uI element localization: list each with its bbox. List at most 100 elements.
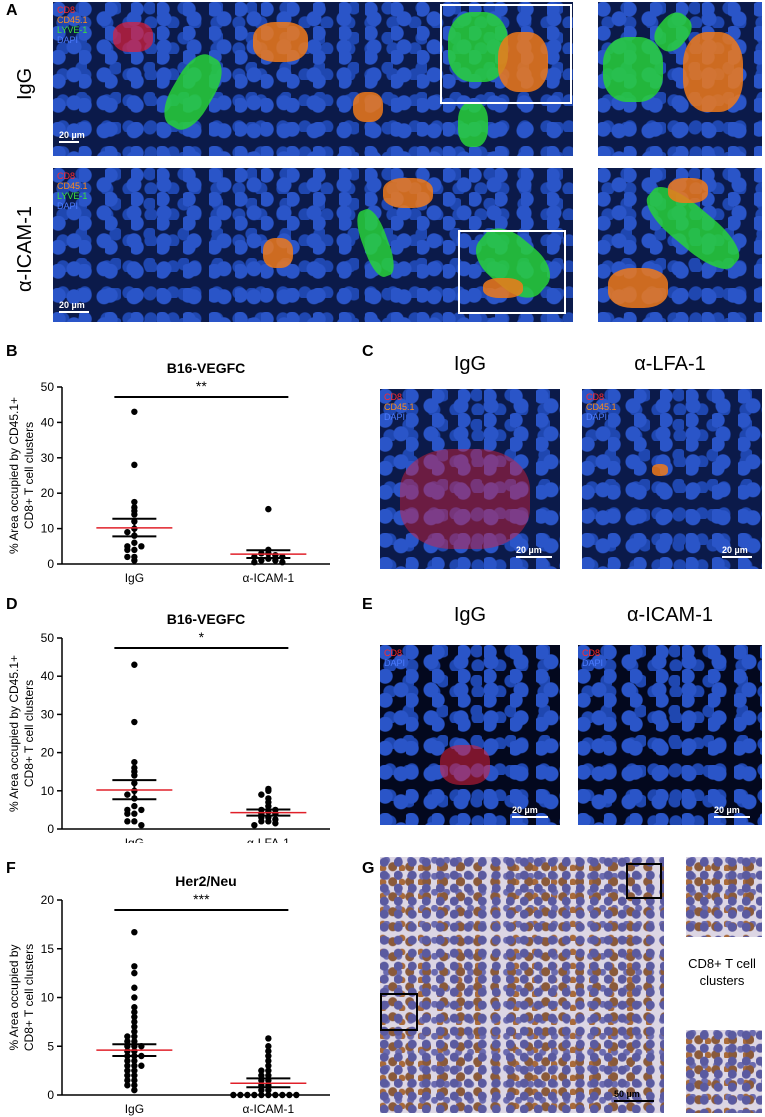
y-axis-label: % Area occupied by CD45.1+ xyxy=(7,397,21,554)
data-point xyxy=(131,511,138,518)
panel-g-zoom-1 xyxy=(686,857,762,937)
data-point xyxy=(244,1091,251,1099)
data-point xyxy=(131,498,138,506)
data-point xyxy=(265,1035,272,1042)
y-tick-label: 10 xyxy=(41,991,55,1005)
chart-title: B16-VEGFC xyxy=(167,611,246,627)
data-point xyxy=(258,1067,265,1074)
data-point xyxy=(131,661,138,668)
panel-a-row-label-icam: α-ICAM-1 xyxy=(14,205,36,292)
data-point xyxy=(293,1091,300,1099)
chart-title: B16-VEGFC xyxy=(167,360,246,376)
y-tick-label: 10 xyxy=(41,784,55,798)
x-category-label: α-ICAM-1 xyxy=(243,571,295,585)
data-point xyxy=(131,802,138,810)
data-point xyxy=(131,758,138,766)
panel-a-igg-scalebar: 20 µm xyxy=(59,130,85,143)
panel-c-label-lfa: α-LFA-1 xyxy=(634,353,706,375)
x-category-label: IgG xyxy=(125,836,144,843)
data-point xyxy=(124,546,131,554)
data-point xyxy=(131,810,138,817)
data-point xyxy=(124,1057,131,1065)
panel-c-lfa-scalebar: 20 µm xyxy=(722,545,752,558)
y-axis-label: CD8+ T cell clusters xyxy=(22,944,36,1051)
data-point xyxy=(272,1091,279,1099)
panel-c-lfa-legend: CD8 CD45.1 DAPI xyxy=(586,392,617,422)
y-tick-label: 20 xyxy=(41,486,55,500)
y-tick-label: 0 xyxy=(47,1088,54,1102)
panel-a-igg-zoom xyxy=(598,2,762,156)
panel-e-icam-legend: CD8 DAPI xyxy=(582,648,604,668)
panel-g-scalebar: 50 µm xyxy=(614,1089,654,1102)
data-point xyxy=(131,1023,138,1030)
y-tick-label: 40 xyxy=(41,669,55,683)
y-tick-label: 30 xyxy=(41,451,55,465)
panel-letter-a: A xyxy=(6,2,18,19)
data-point xyxy=(279,559,286,566)
data-point xyxy=(131,1018,138,1026)
data-point xyxy=(131,546,138,554)
y-tick-label: 50 xyxy=(41,631,55,645)
panel-letter-g: G xyxy=(362,860,375,877)
panel-a-icam-zoom xyxy=(598,168,762,322)
data-point xyxy=(279,1091,286,1099)
data-point xyxy=(131,772,138,779)
significance-label: *** xyxy=(193,891,210,907)
data-point xyxy=(131,1082,138,1089)
panel-letter-d: D xyxy=(6,596,18,613)
data-point xyxy=(131,1013,138,1021)
data-point xyxy=(124,1067,131,1074)
panel-a-igg-image: CD8 CD45.1 LYVE-1 DAPI 20 µm xyxy=(53,2,573,156)
y-axis-label: % Area occupied by CD45.1+ xyxy=(7,655,21,812)
panel-c-igg-scalebar: 20 µm xyxy=(516,545,552,558)
data-point xyxy=(131,557,138,564)
y-tick-label: 20 xyxy=(41,893,55,907)
data-point xyxy=(131,539,138,546)
y-tick-label: 40 xyxy=(41,415,55,429)
data-point xyxy=(251,821,258,829)
data-point xyxy=(124,528,131,536)
panel-c-label-igg: IgG xyxy=(453,353,487,375)
data-point xyxy=(265,1091,272,1099)
data-point xyxy=(265,1057,272,1065)
panel-c-igg-image: CD8 CD45.1 DAPI 20 µm xyxy=(380,389,560,569)
x-category-label: α-LFA-1 xyxy=(247,836,290,843)
data-point xyxy=(131,1077,138,1084)
data-point xyxy=(265,1047,272,1055)
chart-f: Her2/Neu 0 5 10 15 20 % Area occupied by CD8+ T… xyxy=(7,873,330,1116)
data-point xyxy=(265,1043,272,1050)
panel-a-icam-image: CD8 CD45.1 LYVE-1 DAPI 20 µm xyxy=(53,168,573,322)
panel-g-inset-box-1 xyxy=(626,863,662,899)
y-tick-label: 20 xyxy=(41,746,55,760)
data-point xyxy=(131,1057,138,1065)
data-point xyxy=(124,810,131,817)
panel-a-row-label-igg: IgG xyxy=(14,67,36,100)
data-point xyxy=(265,802,272,810)
y-tick-label: 5 xyxy=(47,1039,54,1053)
chart-d: B16-VEGFC 0 10 20 30 40 50 % Area occupied by C… xyxy=(7,611,330,843)
x-category-label: α-ICAM-1 xyxy=(243,1102,295,1116)
panel-c-igg-legend: CD8 CD45.1 DAPI xyxy=(384,392,415,422)
data-point xyxy=(265,1072,272,1079)
data-point xyxy=(131,1028,138,1035)
data-point xyxy=(251,559,258,566)
x-category-label: IgG xyxy=(125,1102,144,1116)
panel-letter-e: E xyxy=(362,596,373,613)
data-point xyxy=(230,1091,237,1099)
data-point xyxy=(131,1038,138,1045)
panel-e-label-icam: α-ICAM-1 xyxy=(626,604,713,626)
panel-e-label-igg: IgG xyxy=(453,604,487,626)
data-point xyxy=(124,1033,131,1040)
panel-letter-f: F xyxy=(6,860,16,877)
panel-e-igg-legend: CD8 DAPI xyxy=(384,648,406,668)
data-point xyxy=(131,994,138,1001)
panel-e-igg-scalebar: 20 µm xyxy=(512,805,548,818)
panel-letter-c: C xyxy=(362,343,374,360)
data-point xyxy=(124,1072,131,1079)
data-point xyxy=(124,1038,131,1045)
data-point xyxy=(265,818,272,825)
significance-label: * xyxy=(199,629,205,645)
data-point xyxy=(258,1091,265,1099)
data-point xyxy=(131,408,138,415)
data-point xyxy=(138,543,145,550)
